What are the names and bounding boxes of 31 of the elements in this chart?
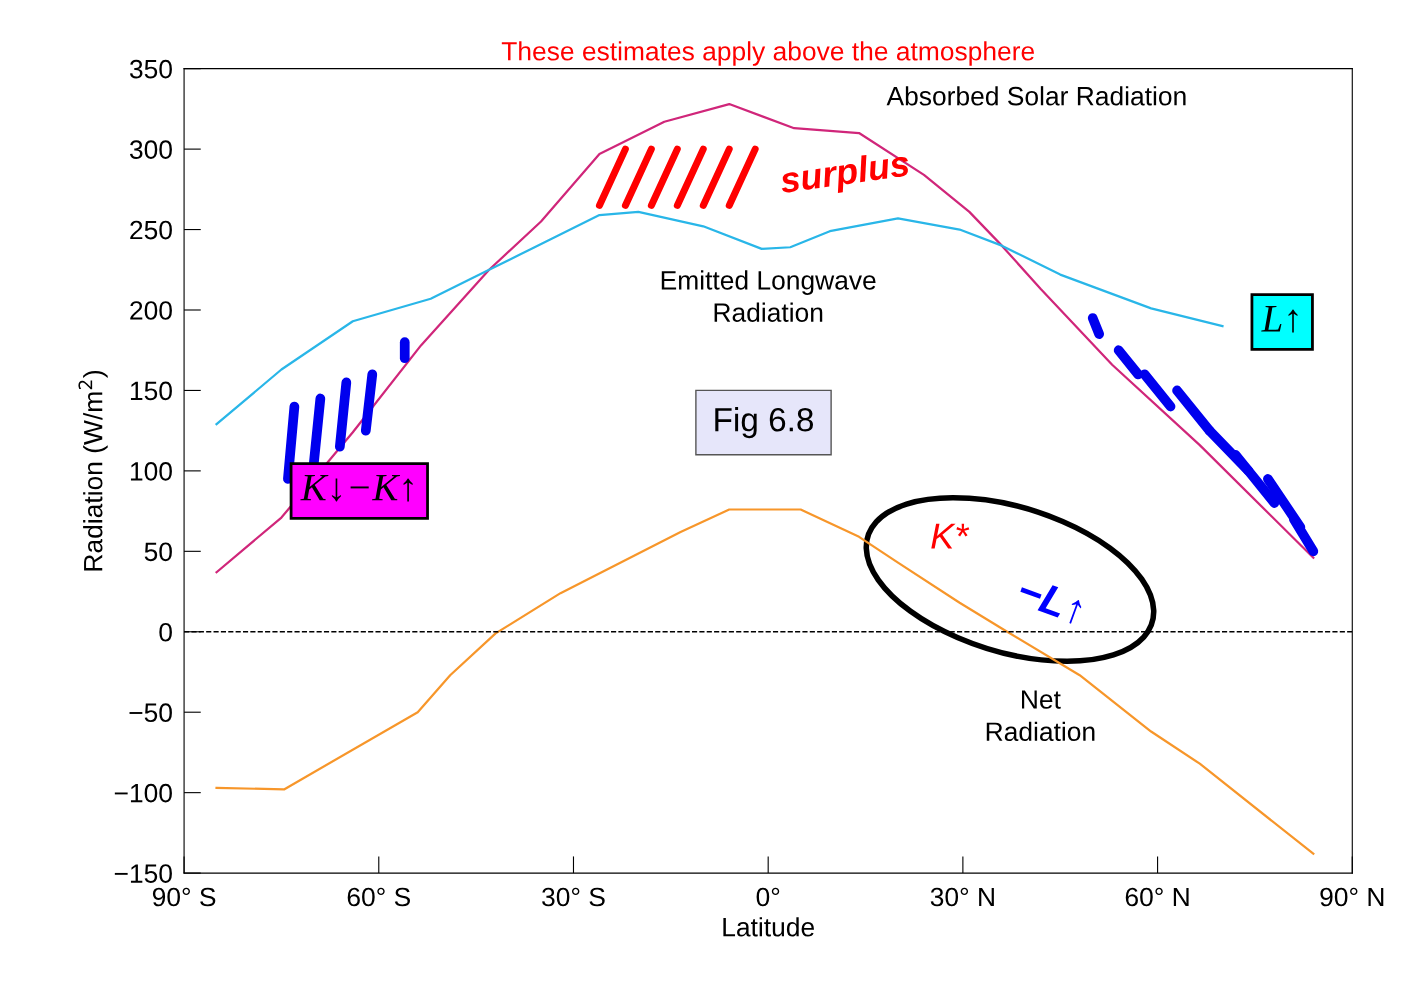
annotation: Absorbed Solar Radiation	[886, 86, 1186, 106]
x-tick-label: 60° S	[347, 887, 410, 907]
y-tick-label: −150	[114, 864, 172, 883]
x-tick-label: 60° N	[1125, 887, 1189, 907]
x-tick-label: 30° N	[930, 887, 994, 907]
annotation: −L↑	[1015, 575, 1085, 626]
y-tick-label: 200	[130, 301, 172, 320]
y-tick-label: 150	[130, 381, 172, 401]
y-tick-label: 250	[130, 220, 172, 240]
chart-title: These estimates apply above the atmosphere	[501, 41, 1034, 66]
annotation: K*	[931, 523, 970, 549]
y-tick-label: 350	[129, 59, 172, 79]
x-tick-label: 0°	[756, 887, 780, 907]
annotation: L↑	[1261, 305, 1298, 333]
x-tick-label: 90° N	[1320, 887, 1384, 907]
y-tick-label: 100	[130, 462, 172, 481]
y-tick-label: 50	[144, 542, 172, 562]
x-tick-label: 30° S	[542, 887, 605, 907]
line-series	[215, 508, 1315, 855]
y-tick-label: −100	[114, 783, 172, 803]
annotation: Net Radiation	[986, 690, 1095, 742]
x-axis-title: Latitude	[723, 917, 814, 937]
annotation: surplus	[778, 149, 911, 201]
y-tick-label: 0	[159, 622, 172, 642]
y-tick-label: 300	[129, 140, 172, 159]
y-tick-label: −50	[129, 703, 172, 723]
annotation: K↓−K↑	[300, 474, 413, 502]
y-axis-title: Radiation (W/m$^{2}$)	[78, 370, 108, 571]
annotation: Emitted Longwave Radiation	[661, 270, 876, 322]
annotation: Fig 6.8	[715, 407, 814, 439]
x-tick-label: 90° S	[152, 887, 216, 907]
